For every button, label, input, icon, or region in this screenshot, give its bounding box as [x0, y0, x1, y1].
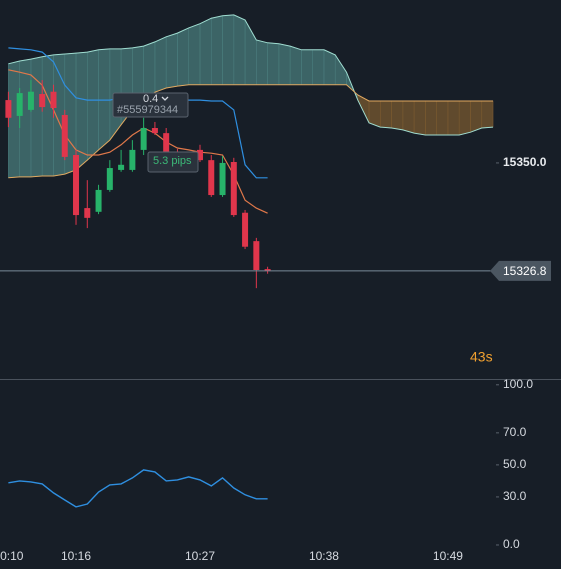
y-tick-label: 30.0 [503, 489, 527, 503]
candle-body [163, 133, 170, 154]
last-price-label: 15326.8 [503, 264, 547, 278]
candle-body [16, 93, 23, 116]
order-id: #555979344 [117, 104, 178, 116]
cloud-fill [143, 41, 156, 101]
candle-body [50, 91, 57, 108]
x-tick-label: 10:10 [0, 549, 24, 563]
cloud-fill [323, 49, 336, 86]
cloud-fill [391, 100, 404, 131]
candle-body [39, 94, 46, 108]
cloud-fill [425, 100, 437, 136]
cloud-fill [8, 60, 20, 179]
candle-body [253, 241, 260, 270]
cloud-span-a [8, 14, 494, 136]
y-tick-label: 50.0 [503, 457, 527, 471]
candle-body [208, 160, 215, 196]
y-tick-label: 70.0 [503, 425, 527, 439]
cloud-fill [98, 48, 111, 151]
cloud-fill [188, 23, 201, 86]
cloud-fill [177, 27, 190, 87]
cloud-fill [267, 42, 280, 86]
chevron-icon[interactable] [161, 96, 169, 101]
y-tick-label: 15350.0 [503, 155, 547, 169]
cloud-fill [470, 100, 483, 133]
cloud-fill [481, 100, 494, 129]
candle-body [27, 91, 34, 110]
cloud-fill [301, 49, 313, 86]
cloud-fill [436, 100, 449, 136]
cloud-fill [210, 15, 223, 86]
candle-body [118, 164, 125, 170]
cloud-fill [19, 58, 32, 178]
cloud-fill [233, 14, 246, 86]
order-tooltip[interactable] [112, 92, 189, 118]
candle-body [61, 114, 68, 157]
candle-body [230, 162, 237, 216]
cloud-fill [86, 49, 99, 161]
x-tick-label: 10:38 [309, 549, 339, 563]
last-price-tag [490, 260, 551, 281]
candle-body [242, 212, 249, 247]
x-tick-label: 10:49 [433, 549, 463, 563]
cloud-fill [41, 54, 54, 177]
candle-body [129, 149, 136, 170]
candle-body [73, 155, 80, 216]
candle-body [95, 189, 102, 212]
cloud-fill [447, 100, 460, 136]
order-volume: 0.4 [143, 93, 158, 105]
cloud-fill [289, 45, 302, 86]
cloud-fill [402, 100, 415, 134]
cloud-fill [380, 100, 392, 129]
cloud-fill [256, 39, 268, 86]
candle-body [196, 149, 203, 161]
cloud-fill [312, 49, 325, 86]
candle-body [84, 208, 91, 218]
candle-body [106, 168, 113, 190]
y-tick-label: 0.0 [503, 537, 520, 551]
candle-body [140, 128, 147, 150]
cloud-fill [458, 100, 471, 136]
cloud-fill [154, 36, 167, 93]
y-tick-label: 100.0 [503, 377, 533, 391]
cloud-fill [278, 43, 291, 86]
countdown: 43s [470, 349, 493, 365]
cloud-fill [199, 17, 212, 86]
x-tick-label: 10:27 [185, 549, 215, 563]
x-tick-label: 10:16 [61, 549, 91, 563]
candle-body [264, 269, 271, 271]
pips-label: 5.3 pips [153, 155, 192, 167]
cloud-fill [222, 14, 235, 86]
pips-tooltip [147, 151, 199, 173]
candle-body [151, 128, 158, 134]
rsi-line [8, 469, 268, 508]
cloud-fill [30, 56, 43, 178]
cloud-span-b [8, 84, 493, 179]
cloud-fill [413, 100, 426, 136]
cloud-fill [165, 32, 178, 89]
candle-body [219, 162, 226, 196]
candle-body [5, 100, 12, 118]
